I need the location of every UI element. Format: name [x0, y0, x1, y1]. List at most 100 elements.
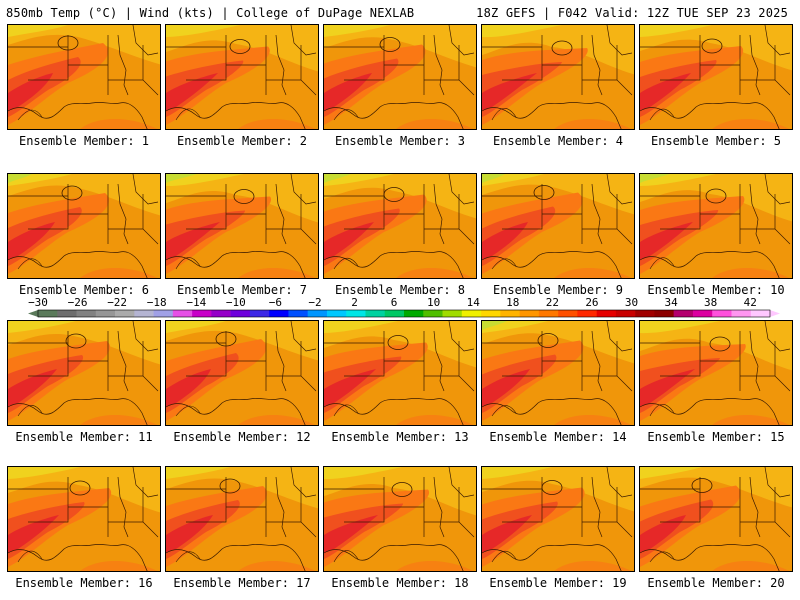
- color-swatch: [615, 310, 636, 317]
- color-swatch: [192, 310, 212, 317]
- color-swatch: [654, 310, 674, 317]
- color-swatch: [558, 310, 578, 317]
- color-scale-tick-label: 22: [545, 296, 559, 309]
- ensemble-panel-16: [7, 466, 161, 572]
- temperature-map-13: [324, 321, 476, 425]
- color-swatch: [577, 310, 597, 317]
- color-swatch: [172, 310, 193, 317]
- ensemble-member-label: Ensemble Member: 12: [173, 430, 311, 444]
- color-scale-tick-label: 38: [704, 296, 718, 309]
- color-swatch: [538, 310, 559, 317]
- temperature-map-14: [482, 321, 634, 425]
- color-scale-tick-label: −26: [67, 296, 88, 309]
- temperature-map-11: [8, 321, 160, 425]
- ensemble-panel-8: [323, 173, 477, 279]
- temperature-map-12: [166, 321, 318, 425]
- color-swatch: [635, 310, 655, 317]
- color-swatch: [249, 310, 270, 317]
- ensemble-member-label: Ensemble Member: 19: [489, 576, 627, 590]
- color-swatch: [95, 310, 116, 317]
- ensemble-panel-19: [481, 466, 635, 572]
- color-swatch: [57, 310, 77, 317]
- ensemble-panel-7: [165, 173, 319, 279]
- ensemble-member-label: Ensemble Member: 7: [176, 283, 308, 297]
- temperature-map-19: [482, 467, 634, 571]
- color-swatch: [76, 310, 97, 317]
- color-swatch: [692, 310, 713, 317]
- color-swatch: [461, 310, 482, 317]
- color-scale-tick-label: 30: [624, 296, 639, 309]
- chart-title: 850mb Temp (°C) | Wind (kts) | College o…: [6, 6, 415, 20]
- color-scale-max-arrow: [770, 310, 780, 317]
- color-swatch: [269, 310, 289, 317]
- ensemble-panel-6: [7, 173, 161, 279]
- ensemble-panel-3: [323, 24, 477, 130]
- temperature-map-2: [166, 25, 318, 129]
- ensemble-panel-2: [165, 24, 319, 130]
- temperature-map-1: [8, 25, 160, 129]
- ensemble-member-label: Ensemble Member: 6: [18, 283, 150, 297]
- color-swatch: [750, 310, 771, 317]
- ensemble-member-label: Ensemble Member: 1: [18, 134, 150, 148]
- temperature-map-8: [324, 174, 476, 278]
- ensemble-member-label: Ensemble Member: 11: [15, 430, 153, 444]
- color-swatch: [134, 310, 154, 317]
- ensemble-member-label: Ensemble Member: 17: [173, 576, 311, 590]
- color-swatch: [404, 310, 424, 317]
- ensemble-member-label: Ensemble Member: 13: [331, 430, 469, 444]
- color-scale-tick-label: −10: [225, 296, 246, 309]
- color-scale-tick-label: −6: [268, 296, 283, 309]
- ensemble-panel-14: [481, 320, 635, 426]
- ensemble-panel-17: [165, 466, 319, 572]
- color-scale-bar: [28, 309, 780, 318]
- color-scale-tick-label: −30: [28, 296, 48, 309]
- color-swatch: [153, 310, 174, 317]
- ensemble-panel-13: [323, 320, 477, 426]
- ensemble-member-label: Ensemble Member: 9: [492, 283, 624, 297]
- ensemble-panel-9: [481, 173, 635, 279]
- color-swatch: [288, 310, 308, 317]
- ensemble-panel-5: [639, 24, 793, 130]
- temperature-map-10: [640, 174, 792, 278]
- color-scale-tick-label: 14: [466, 296, 480, 309]
- temperature-map-16: [8, 467, 160, 571]
- color-swatch: [423, 310, 443, 317]
- color-scale-tick-label: 18: [506, 296, 520, 309]
- color-swatch: [230, 310, 251, 317]
- temperature-map-4: [482, 25, 634, 129]
- color-swatch: [731, 310, 752, 317]
- color-swatch: [673, 310, 694, 317]
- color-scale-tick-label: 26: [585, 296, 599, 309]
- ensemble-panel-18: [323, 466, 477, 572]
- ensemble-member-label: Ensemble Member: 10: [647, 283, 785, 297]
- ensemble-member-label: Ensemble Member: 2: [176, 134, 308, 148]
- ensemble-member-label: Ensemble Member: 15: [647, 430, 785, 444]
- ensemble-member-label: Ensemble Member: 14: [489, 430, 627, 444]
- ensemble-panel-4: [481, 24, 635, 130]
- color-swatch: [346, 310, 366, 317]
- color-scale-tick-label: −18: [146, 296, 167, 309]
- ensemble-panel-11: [7, 320, 161, 426]
- temperature-map-18: [324, 467, 476, 571]
- color-scale-tick-label: 34: [664, 296, 678, 309]
- ensemble-member-label: Ensemble Member: 5: [650, 134, 782, 148]
- temperature-map-7: [166, 174, 318, 278]
- color-swatch: [596, 310, 617, 317]
- color-swatch: [115, 310, 135, 317]
- ensemble-panel-1: [7, 24, 161, 130]
- ensemble-member-label: Ensemble Member: 18: [331, 576, 469, 590]
- ensemble-member-label: Ensemble Member: 16: [15, 576, 153, 590]
- color-swatch: [211, 310, 231, 317]
- temperature-map-20: [640, 467, 792, 571]
- ensemble-panel-12: [165, 320, 319, 426]
- temperature-map-3: [324, 25, 476, 129]
- color-scale-tick-label: −14: [186, 296, 207, 309]
- color-swatch: [38, 310, 58, 317]
- color-swatch: [442, 310, 463, 317]
- color-scale-tick-label: −22: [107, 296, 128, 309]
- color-scale-tick-label: 2: [351, 296, 358, 309]
- temperature-map-15: [640, 321, 792, 425]
- color-swatch: [307, 310, 328, 317]
- temperature-map-9: [482, 174, 634, 278]
- color-scale-tick-label: 42: [743, 296, 757, 309]
